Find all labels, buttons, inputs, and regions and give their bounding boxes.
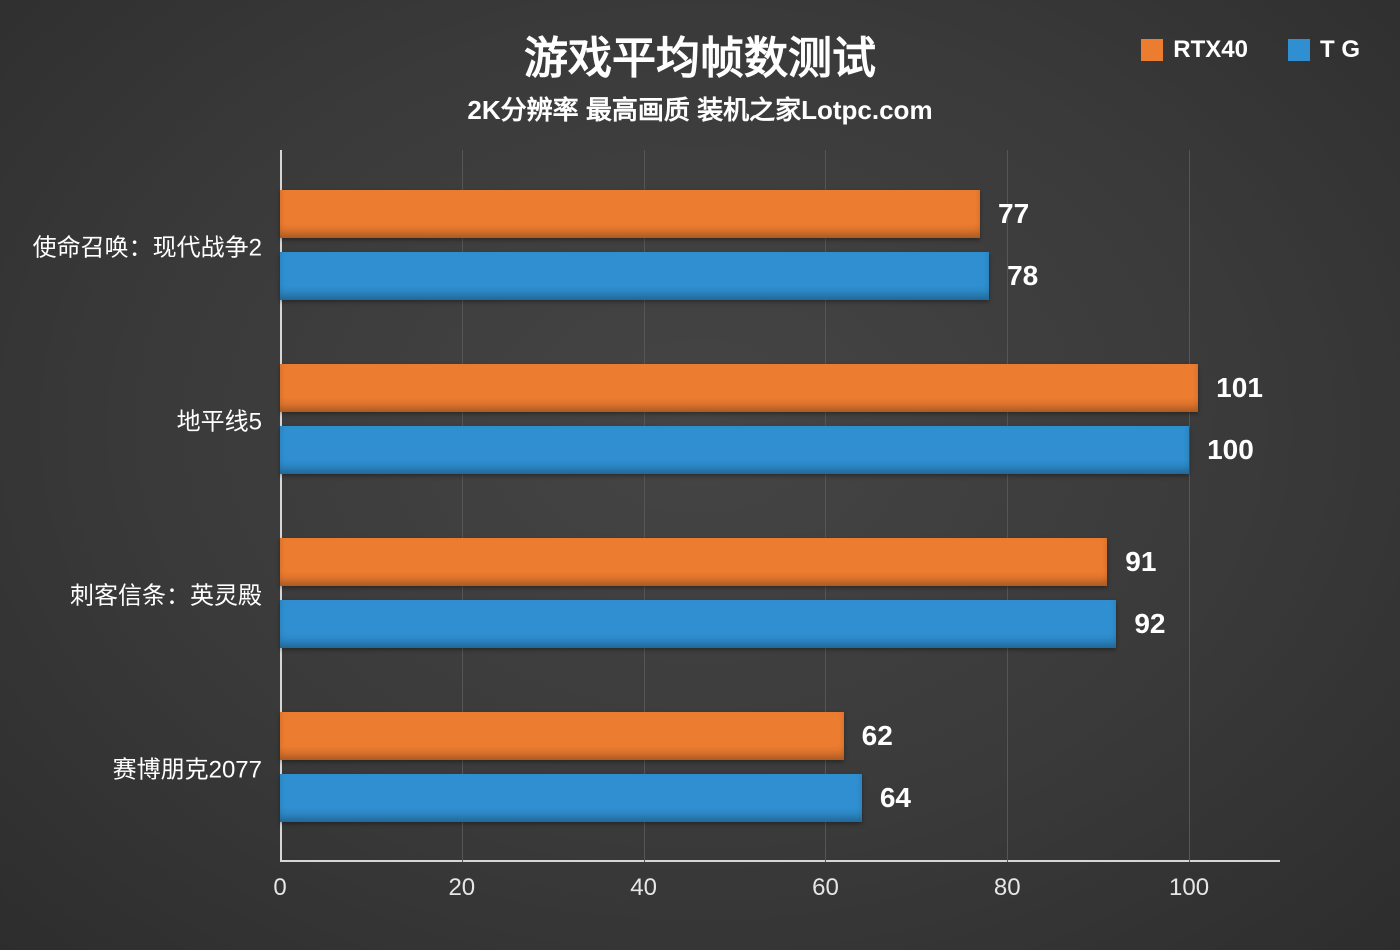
chart-canvas: 游戏平均帧数测试 2K分辨率 最高画质 装机之家Lotpc.com RTX40 … — [0, 0, 1400, 950]
bar-value-label: 91 — [1125, 546, 1156, 578]
chart-subtitle: 2K分辨率 最高画质 装机之家Lotpc.com — [467, 90, 932, 127]
bar — [280, 364, 1198, 412]
bar-value-label: 62 — [862, 720, 893, 752]
bar — [280, 426, 1189, 474]
plot-area: 020406080100777810110091926264 — [280, 150, 1280, 910]
chart-title: 游戏平均帧数测试 — [524, 22, 876, 86]
category-label: 使命召唤：现代战争2 — [33, 228, 262, 263]
bar-value-label: 101 — [1216, 372, 1263, 404]
chart-legend: RTX40 T G — [1141, 36, 1360, 64]
bar — [280, 538, 1107, 586]
x-tick-label: 40 — [630, 874, 657, 902]
bar — [280, 190, 980, 238]
x-tick-label: 0 — [273, 874, 286, 902]
legend-label-1: T G — [1320, 36, 1360, 64]
category-label: 刺客信条：英灵殿 — [70, 576, 262, 611]
x-tick-label: 80 — [994, 874, 1021, 902]
legend-swatch-0 — [1141, 39, 1163, 61]
x-tick-label: 20 — [448, 874, 475, 902]
bar-value-label: 78 — [1007, 260, 1038, 292]
bar-value-label: 100 — [1207, 434, 1254, 466]
category-label: 赛博朋克2077 — [113, 750, 262, 785]
bar — [280, 252, 989, 300]
x-tick-label: 60 — [812, 874, 839, 902]
legend-swatch-1 — [1288, 39, 1310, 61]
bar — [280, 712, 844, 760]
bar-value-label: 77 — [998, 198, 1029, 230]
legend-item-0: RTX40 — [1141, 36, 1248, 64]
x-tick-label: 100 — [1169, 874, 1209, 902]
bar — [280, 774, 862, 822]
x-axis-line — [280, 860, 1280, 862]
gridline — [1189, 150, 1190, 862]
legend-label-0: RTX40 — [1173, 36, 1248, 64]
bar-value-label: 64 — [880, 782, 911, 814]
bar-value-label: 92 — [1134, 608, 1165, 640]
legend-item-1: T G — [1288, 36, 1360, 64]
bar — [280, 600, 1116, 648]
gridline — [1007, 150, 1008, 862]
category-label: 地平线5 — [177, 402, 262, 437]
